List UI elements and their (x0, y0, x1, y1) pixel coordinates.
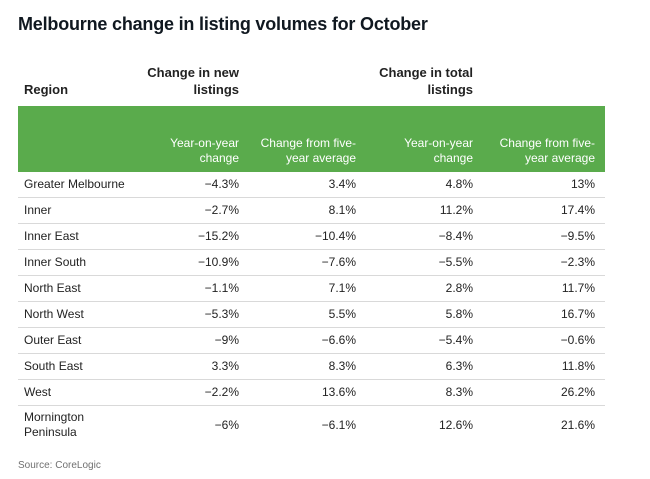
row-value-total-yoy: 6.3% (366, 353, 483, 380)
row-value-total-5yr: 11.7% (483, 275, 605, 302)
row-value-total-yoy: 12.6% (438, 417, 473, 432)
group-spacer (483, 56, 605, 100)
table-row: North East −1.1% 7.1% 2.8% 11.7% (18, 275, 605, 302)
row-value-total-yoy: 5.8% (366, 301, 483, 328)
row-value-new-5yr: −6.6% (249, 327, 366, 354)
row-region: North East (18, 275, 139, 302)
row-value-total-yoy: −8.4% (366, 223, 483, 250)
row-region: North West (18, 301, 139, 328)
row-value-total-5yr: 17.4% (483, 197, 605, 224)
row-value-new-yoy: 3.3% (139, 353, 249, 380)
new-yoy-header: Year-on-year change (139, 106, 249, 172)
table-row: Inner East −15.2% −10.4% −8.4% −9.5% (18, 223, 605, 250)
row-value-total-yoy: −5.4% (366, 327, 483, 354)
row-value-new-yoy: −15.2% (139, 223, 249, 250)
subheader-blank (18, 106, 139, 172)
table-row: Inner −2.7% 8.1% 11.2% 17.4% (18, 197, 605, 224)
row-value-new-5yr: 8.1% (249, 197, 366, 224)
row-value-total-yoy: 4.8% (366, 172, 483, 198)
table-row: West −2.2% 13.6% 8.3% 26.2% (18, 379, 605, 406)
row-value-total-5yr: 13% (483, 172, 605, 198)
row-value-new-yoy: −2.7% (139, 197, 249, 224)
row-region: South East (18, 353, 139, 380)
region-column-header: Region (24, 82, 69, 97)
row-region: Inner (18, 197, 139, 224)
group-spacer (249, 56, 366, 100)
table-row: Greater Melbourne −4.3% 3.4% 4.8% 13% (18, 172, 605, 198)
row-value-new-yoy: −6% (214, 417, 239, 432)
row-value-new-5yr: −10.4% (249, 223, 366, 250)
table-row: South East 3.3% 8.3% 6.3% 11.8% (18, 353, 605, 380)
row-value-new-yoy: −10.9% (139, 249, 249, 276)
row-value-total-yoy: 8.3% (366, 379, 483, 406)
row-region: Mornington Peninsula (24, 410, 85, 439)
row-value-total-5yr: 16.7% (483, 301, 605, 328)
chart-title: Melbourne change in listing volumes for … (18, 14, 428, 34)
row-value-total-5yr: 11.8% (483, 353, 605, 380)
table-body: Greater Melbourne −4.3% 3.4% 4.8% 13% Inner −2… (18, 172, 605, 444)
row-region: Inner South (18, 249, 139, 276)
row-value-new-yoy: −4.3% (139, 172, 249, 198)
row-value-new-5yr: 13.6% (249, 379, 366, 406)
row-value-total-5yr: −9.5% (483, 223, 605, 250)
row-region: Outer East (18, 327, 139, 354)
table-row: Outer East −9% −6.6% −5.4% −0.6% (18, 327, 605, 354)
row-value-new-yoy: −9% (139, 327, 249, 354)
row-value-total-5yr: 26.2% (483, 379, 605, 406)
table-row: Mornington Peninsula −6% −6.1% 12.6% 21.6% (18, 406, 605, 445)
total-yoy-header: Year-on-year change (366, 106, 483, 172)
row-value-new-yoy: −2.2% (139, 379, 249, 406)
table-row: Inner South −10.9% −7.6% −5.5% −2.3% (18, 249, 605, 276)
row-value-total-yoy: 2.8% (366, 275, 483, 302)
row-value-total-5yr: 21.6% (560, 417, 595, 432)
row-value-total-5yr: −2.3% (483, 249, 605, 276)
subheader-band: Year-on-year change Change from five-yea… (18, 106, 605, 172)
row-value-new-5yr: 7.1% (249, 275, 366, 302)
row-value-new-yoy: −5.3% (139, 301, 249, 328)
total-5yr-header: Change from five-year average (483, 106, 605, 172)
row-value-new-5yr: 5.5% (249, 301, 366, 328)
row-value-total-yoy: 11.2% (366, 197, 483, 224)
listings-table: Region Change in new listings Change in … (18, 56, 605, 444)
row-value-new-5yr: 8.3% (249, 353, 366, 380)
row-value-new-yoy: −1.1% (139, 275, 249, 302)
row-value-total-yoy: −5.5% (366, 249, 483, 276)
new-listings-group-header: Change in new listings (147, 65, 239, 97)
total-listings-group-header: Change in total listings (379, 65, 473, 97)
table-row: North West −5.3% 5.5% 5.8% 16.7% (18, 301, 605, 328)
new-5yr-header: Change from five-year average (249, 106, 366, 172)
row-region: West (18, 379, 139, 406)
row-region: Inner East (18, 223, 139, 250)
source-note: Source: CoreLogic (18, 460, 101, 471)
row-value-new-5yr: −6.1% (321, 417, 356, 432)
row-value-new-5yr: −7.6% (249, 249, 366, 276)
row-region: Greater Melbourne (18, 172, 139, 198)
row-value-total-5yr: −0.6% (483, 327, 605, 354)
row-value-new-5yr: 3.4% (249, 172, 366, 198)
